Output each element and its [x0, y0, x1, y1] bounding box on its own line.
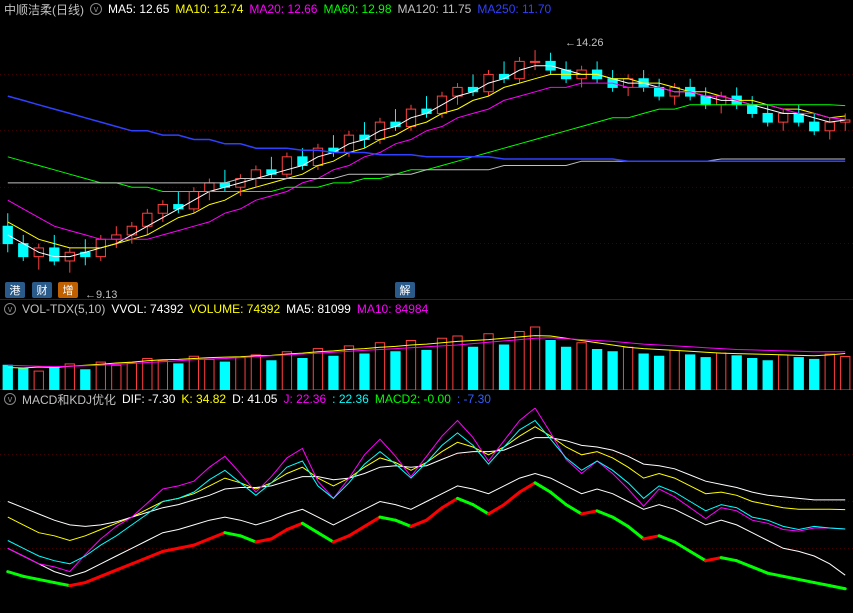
- macd-kdj-chart[interactable]: [0, 408, 853, 595]
- toggle-icon[interactable]: v: [4, 303, 16, 315]
- main-chart-header: 中顺洁柔(日线) v MA5: 12.65MA10: 12.74MA20: 12…: [0, 0, 853, 18]
- main-chart-panel[interactable]: 中顺洁柔(日线) v MA5: 12.65MA10: 12.74MA20: 12…: [0, 0, 853, 300]
- vol-title: VOL-TDX(5,10): [22, 302, 105, 316]
- macd-title: MACD和KDJ优化: [22, 391, 116, 408]
- svg-text:增: 增: [63, 283, 74, 297]
- svg-text:←9.13: ←9.13: [85, 289, 117, 300]
- candlestick-chart[interactable]: ←14.26 ←9.13 港 财 增 解: [0, 18, 853, 300]
- ma-labels: MA5: 12.65MA10: 12.74MA20: 12.66MA60: 12…: [108, 2, 557, 16]
- toggle-icon[interactable]: v: [90, 3, 102, 15]
- svg-text:←14.26: ←14.26: [565, 37, 604, 49]
- toggle-icon[interactable]: v: [4, 393, 16, 405]
- vol-labels: VVOL: 74392VOLUME: 74392MA5: 81099MA10: …: [111, 302, 434, 316]
- macd-header: v MACD和KDJ优化 DIF: -7.30K: 34.82D: 41.05J…: [0, 390, 853, 408]
- volume-header: v VOL-TDX(5,10) VVOL: 74392VOLUME: 74392…: [0, 300, 853, 318]
- macd-kdj-panel[interactable]: v MACD和KDJ优化 DIF: -7.30K: 34.82D: 41.05J…: [0, 390, 853, 595]
- svg-text:解: 解: [400, 283, 411, 297]
- macd-labels: DIF: -7.30K: 34.82D: 41.05J: 22.36: 22.3…: [122, 392, 497, 406]
- volume-chart[interactable]: [0, 318, 853, 390]
- volume-panel[interactable]: v VOL-TDX(5,10) VVOL: 74392VOLUME: 74392…: [0, 300, 853, 390]
- stock-title: 中顺洁柔(日线): [4, 1, 84, 18]
- svg-text:港: 港: [10, 284, 21, 297]
- svg-text:财: 财: [37, 283, 48, 297]
